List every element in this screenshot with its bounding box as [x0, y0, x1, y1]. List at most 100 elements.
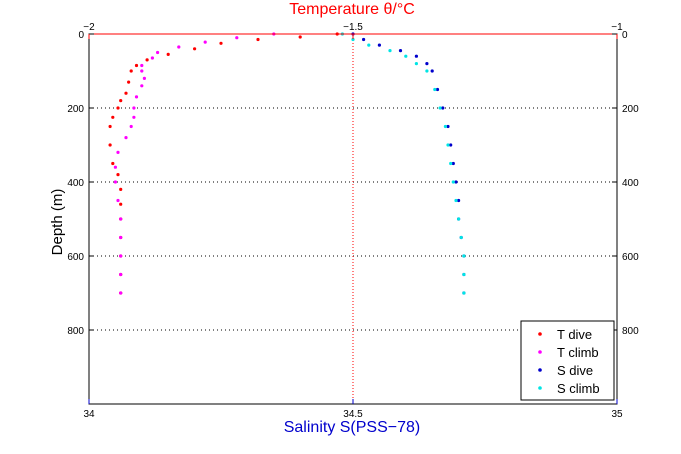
point-s-climb — [459, 235, 463, 240]
point-t-dive — [119, 187, 123, 191]
point-t-climb — [119, 217, 123, 221]
legend-box — [520, 320, 615, 401]
point-s-dive — [425, 62, 429, 66]
point-t-climb — [119, 272, 123, 277]
point-s-climb — [454, 198, 458, 203]
point-t-climb — [203, 40, 207, 44]
legend: T dive T climb S dive S climb — [520, 320, 615, 401]
point-s-climb — [449, 161, 453, 166]
legend-marker-t-dive — [538, 332, 542, 336]
point-s-climb — [425, 69, 429, 73]
axis-tick-labels: 0 0 200 200 400 400 600 600 800 800 −2 −1.5 −1 34 34.5… — [67, 22, 639, 420]
point-s-climb — [351, 37, 355, 42]
point-t-climb — [140, 69, 144, 73]
point-t-climb — [132, 106, 136, 110]
point-s-dive — [441, 106, 445, 110]
y-tick-label-right: 400 — [622, 178, 639, 189]
point-s-climb — [438, 106, 442, 110]
point-t-dive — [116, 173, 120, 177]
point-t-dive — [298, 35, 302, 39]
point-t-climb — [150, 56, 154, 60]
point-s-climb — [367, 43, 371, 47]
point-s-dive — [377, 43, 381, 47]
point-s-climb — [414, 62, 418, 66]
point-t-climb — [116, 150, 120, 154]
point-s-climb — [451, 180, 455, 184]
point-t-climb — [116, 198, 120, 203]
point-t-dive — [127, 80, 131, 84]
y-tick-label-right: 0 — [622, 30, 628, 41]
point-s-dive — [430, 69, 434, 73]
point-t-climb — [134, 95, 139, 99]
y-tick-label-left: 200 — [67, 104, 84, 115]
point-t-climb — [132, 115, 136, 119]
legend-marker-s-dive — [538, 368, 542, 372]
point-t-climb — [113, 165, 117, 169]
point-t-dive — [124, 91, 128, 95]
point-s-dive — [398, 49, 403, 53]
y-tick-label-left: 600 — [67, 252, 84, 263]
point-t-climb — [156, 50, 160, 55]
point-t-dive — [166, 52, 170, 57]
point-s-climb — [404, 54, 408, 58]
y-tick-label-left: 800 — [67, 326, 84, 337]
point-s-dive — [454, 180, 458, 184]
point-t-dive — [108, 124, 112, 129]
point-t-dive — [129, 69, 133, 73]
point-t-dive — [219, 41, 223, 45]
x-axis-label: Salinity S(PSS−78) — [284, 419, 421, 436]
point-t-dive — [145, 58, 149, 62]
point-t-climb — [142, 76, 146, 80]
point-t-dive — [193, 47, 197, 51]
y-axis-label: Depth (m) — [49, 189, 66, 256]
point-t-climb — [140, 63, 144, 68]
legend-label-s-climb: S climb — [557, 381, 600, 396]
y-tick-label-right: 600 — [622, 252, 639, 263]
legend-label-t-dive: T dive — [557, 327, 592, 342]
point-t-dive — [108, 143, 112, 147]
point-t-dive — [256, 37, 260, 42]
top-tick-label: −1.5 — [343, 22, 363, 33]
legend-label-s-dive: S dive — [557, 363, 593, 378]
point-t-climb — [124, 136, 128, 140]
y-tick-label-right: 200 — [622, 104, 639, 115]
point-t-climb — [140, 84, 144, 88]
point-t-dive — [116, 106, 120, 110]
legend-marker-t-climb — [538, 350, 542, 354]
point-s-climb — [462, 291, 466, 295]
bottom-tick-label: 35 — [611, 409, 623, 420]
point-s-climb — [462, 254, 466, 258]
point-s-climb — [433, 87, 437, 92]
point-s-climb — [462, 272, 466, 277]
data-points — [108, 32, 466, 295]
point-s-dive — [446, 124, 450, 129]
y-tick-label-left: 0 — [78, 30, 84, 41]
bottom-tick-label: 34.5 — [343, 409, 363, 420]
point-s-climb — [446, 143, 450, 147]
point-t-dive — [119, 202, 123, 206]
point-s-dive — [451, 161, 455, 166]
point-s-dive — [414, 54, 418, 58]
point-t-climb — [113, 180, 117, 184]
point-t-climb — [119, 291, 123, 295]
y-tick-label-left: 400 — [67, 178, 84, 189]
point-s-dive — [362, 37, 366, 42]
legend-label-t-climb: T climb — [557, 345, 599, 360]
point-s-dive — [435, 87, 440, 92]
point-t-climb — [119, 254, 123, 258]
bottom-tick-label: 34 — [83, 409, 95, 420]
grid-lines — [89, 34, 617, 404]
point-t-climb — [119, 235, 123, 240]
y-tick-label-right: 800 — [622, 326, 639, 337]
point-s-dive — [457, 198, 461, 203]
point-t-climb — [177, 45, 181, 49]
point-t-dive — [134, 63, 139, 68]
axis-ticks — [88, 33, 618, 404]
point-s-climb — [388, 49, 392, 53]
top-tick-label: −1 — [611, 22, 623, 33]
point-t-dive — [111, 115, 115, 119]
point-t-dive — [111, 161, 115, 166]
chart-title: Temperature θ/°C — [289, 1, 415, 18]
point-t-climb — [129, 124, 133, 129]
